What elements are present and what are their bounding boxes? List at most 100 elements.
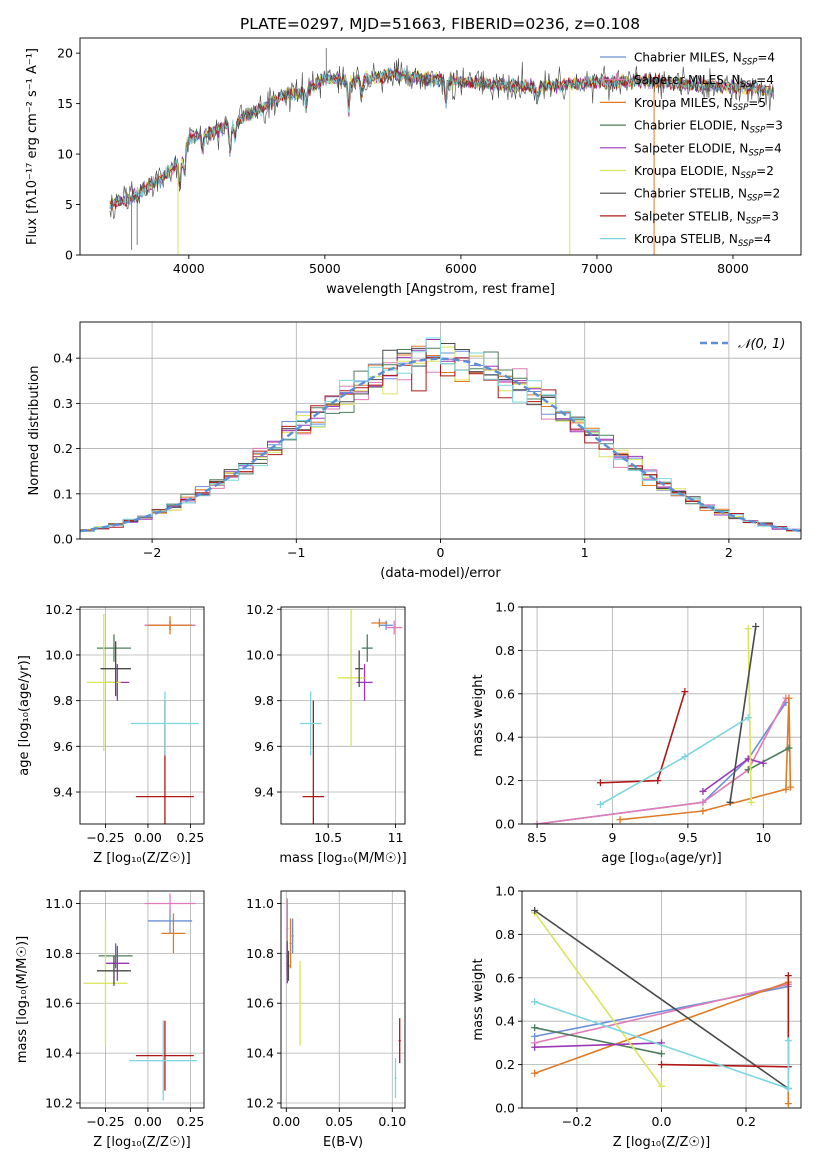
- plot-area: [83, 893, 198, 1101]
- x-tick-label: 9: [609, 830, 617, 845]
- series-marker: [747, 798, 755, 806]
- x-tick-label: 0.00: [272, 1114, 300, 1129]
- x-tick-label: 0.25: [176, 1114, 204, 1129]
- errorbar-chabrier-elodie: [98, 943, 133, 969]
- y-tick-label: 10: [57, 147, 73, 162]
- errorbar-kroupa-stelib: [130, 691, 199, 756]
- y-tick-label: 9.4: [53, 785, 73, 800]
- errorbar-salpeter-miles: [144, 893, 196, 914]
- series-marker: [786, 783, 794, 791]
- errorbar-chabrier-stelib: [355, 650, 364, 687]
- errorbar-salpeter-stelib: [398, 1018, 401, 1064]
- legend-label-chabrier-miles: Chabrier MILES, NSSP=4: [634, 51, 775, 68]
- series-marker: [759, 759, 767, 767]
- series-kroupa-miles: [616, 694, 794, 824]
- series-marker: [784, 1084, 792, 1092]
- series-marker: [658, 1061, 665, 1069]
- errorbar-chabrier-stelib: [96, 955, 131, 986]
- legend-label-salpeter-miles: Salpeter MILES, NSSP=4: [634, 73, 774, 90]
- x-tick-label: 4000: [173, 261, 205, 276]
- x-axis-label: Z [log₁₀(Z/Z☉)]: [613, 1135, 710, 1150]
- errorbar-salpeter-stelib: [136, 1020, 194, 1091]
- x-tick-label: 9.5: [678, 830, 698, 845]
- y-tick-label: 0.4: [53, 351, 73, 366]
- x-axis-label: Z [log₁₀(Z/Z☉)]: [93, 851, 190, 866]
- series-marker: [658, 1082, 665, 1090]
- errorbar-salpeter-elodie: [105, 945, 130, 981]
- series-marker: [531, 1032, 539, 1040]
- series-salpeter-stelib: [596, 688, 689, 787]
- y-tick-label: 10.2: [45, 1096, 73, 1111]
- axes-frame: [280, 606, 406, 825]
- axes-frame: [79, 606, 205, 825]
- x-axis-label: age [log₁₀(age/yr)]: [601, 851, 722, 866]
- y-tick-label: 0.6: [495, 686, 515, 701]
- x-tick-label: 2: [725, 545, 733, 560]
- x-axis-label: mass [log₁₀(M/M☉)]: [279, 851, 406, 866]
- y-tick-label: 9.8: [254, 693, 274, 708]
- y-tick-label: 0.2: [495, 1057, 515, 1072]
- series-marker: [658, 1050, 665, 1058]
- errorbar-kroupa-miles: [147, 616, 193, 635]
- legend-label-chabrier-elodie: Chabrier ELODIE, NSSP=3: [634, 119, 783, 136]
- errorbar-chabrier-elodie: [96, 634, 131, 662]
- y-tick-label: 10.2: [45, 602, 73, 617]
- series-line: [534, 912, 663, 1087]
- figure-title: PLATE=0297, MJD=51663, FIBERID=0236, z=0…: [240, 15, 640, 33]
- errorbar-kroupa-miles: [289, 918, 292, 969]
- series-marker: [681, 753, 689, 761]
- y-tick-label: 0.6: [495, 970, 515, 985]
- x-tick-label: 11: [388, 830, 404, 845]
- series-marker: [784, 972, 792, 980]
- series-marker: [654, 777, 662, 785]
- series-kroupa-elodie: [531, 909, 665, 1090]
- y-tick-label: 9.8: [53, 693, 73, 708]
- series-chabrier-elodie: [531, 1024, 665, 1058]
- y-tick-label: 10.4: [246, 1046, 274, 1061]
- legend-label-kroupa-elodie: Kroupa ELODIE, NSSP=2: [634, 164, 774, 181]
- series-marker: [744, 625, 752, 633]
- legend-label-chabrier-stelib: Chabrier STELIB, NSSP=2: [634, 187, 780, 204]
- plot-area: [109, 48, 775, 255]
- errorbar-kroupa-miles: [371, 618, 388, 628]
- x-tick-label: 10: [755, 830, 771, 845]
- series-marker: [596, 779, 604, 787]
- series-marker: [533, 820, 541, 824]
- x-tick-label: −0.25: [86, 830, 124, 845]
- y-axis-label: mass [log₁₀(M/M☉)]: [15, 936, 30, 1063]
- grid: [281, 607, 405, 824]
- axes-frame: [521, 606, 802, 825]
- y-tick-label: 0.1: [53, 486, 73, 501]
- y-tick-label: 0.4: [495, 730, 515, 745]
- y-tick-label: 10.4: [45, 1046, 73, 1061]
- y-tick-label: 5: [65, 197, 73, 212]
- errorbar-chabrier-stelib: [100, 641, 131, 697]
- x-tick-label: 5000: [309, 261, 341, 276]
- errorbar-salpeter-stelib: [302, 700, 325, 824]
- grid: [281, 891, 405, 1108]
- errorbar-chabrier-miles: [379, 620, 393, 630]
- y-tick-label: 10.0: [45, 647, 73, 662]
- series-line: [536, 697, 787, 824]
- series-line: [729, 626, 757, 803]
- plot-area: [80, 337, 801, 534]
- series-kroupa-stelib: [596, 714, 752, 808]
- legend-label-salpeter-elodie: Salpeter ELODIE, NSSP=4: [634, 141, 782, 158]
- grid: [80, 891, 204, 1108]
- axes-frame: [280, 890, 406, 1109]
- x-tick-label: 0.10: [378, 1114, 406, 1129]
- panel-weight-vs-Z: −0.2 0.0 0.2 0.0 0.2 0.4 0.6 0.8 1.0 Z [log₁₀(Z/Z…: [471, 884, 802, 1150]
- panel-age-vs-mass: 10.5 11 9.4 9.6 9.8 10.0 10.2 mass [log₁₀(M/M☉)…: [246, 602, 407, 866]
- x-tick-label: −0.2: [562, 1114, 592, 1129]
- series-marker: [785, 694, 793, 702]
- errorbar-kroupa-elodie: [337, 609, 365, 747]
- x-tick-label: 0: [437, 545, 445, 560]
- x-tick-label: −0.25: [86, 1114, 124, 1129]
- y-tick-label: 0.2: [53, 441, 73, 456]
- plot-area: [533, 623, 794, 824]
- series-line: [600, 717, 749, 806]
- y-tick-label: 0.0: [495, 1101, 515, 1116]
- plot-area: [531, 907, 792, 1108]
- errorbar-kroupa-stelib: [129, 1020, 198, 1101]
